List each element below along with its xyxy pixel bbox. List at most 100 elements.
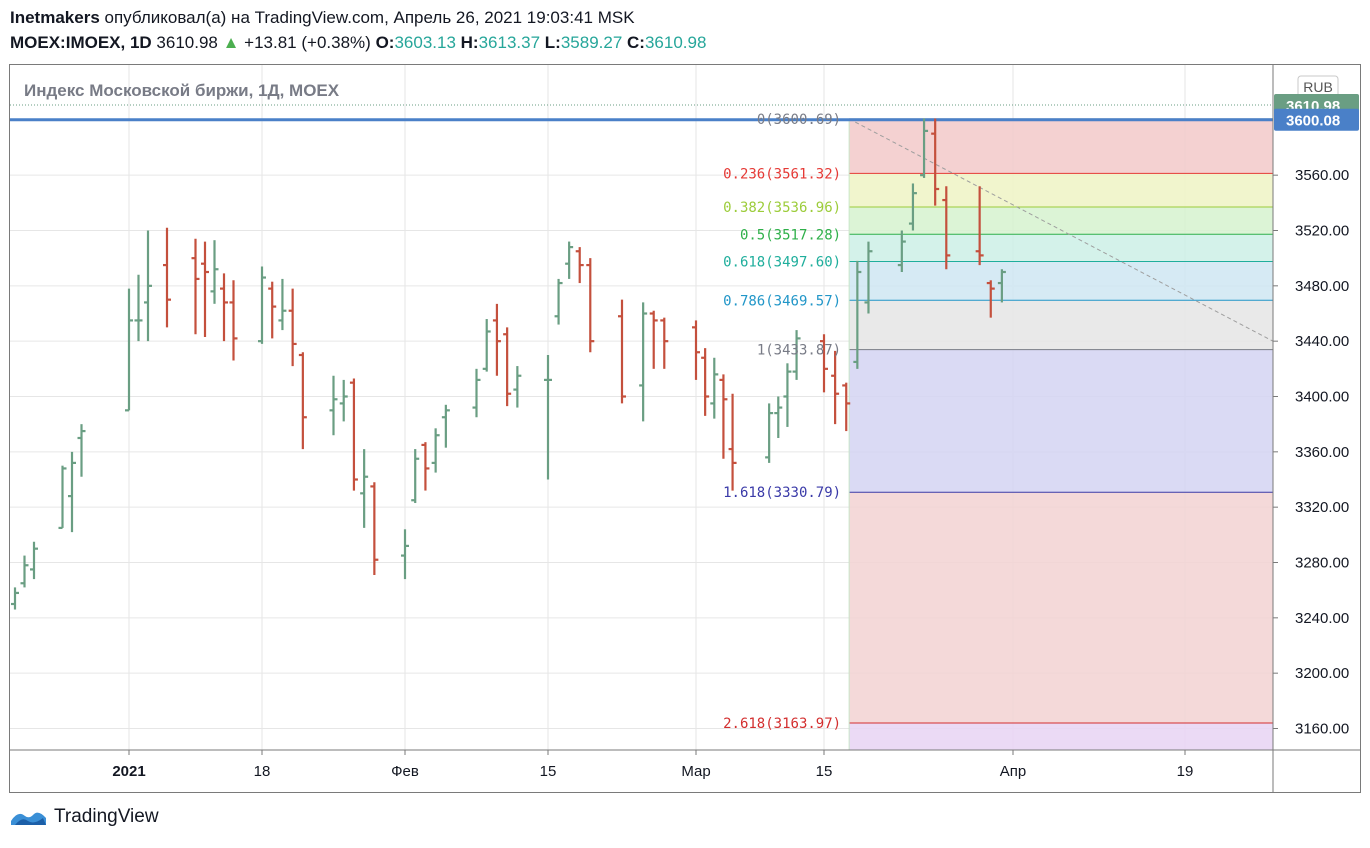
low-value: 3589.27 [560,33,623,52]
ohlc-bar-2021-03-22 [897,230,906,272]
x-tick-label-1: 18 [254,763,271,780]
triangle-up-icon: ▲ [222,33,240,52]
ohlc-bar-2021-03-25 [931,118,940,206]
ohlc-bar-2021-02-01 [401,529,409,580]
currency-badge: RUB [1297,75,1339,99]
ohlc-bar-2021-03-16 [831,350,840,425]
ohlc-bar-2020-12-28 [58,465,67,530]
x-tick-label-2: Фев [391,763,419,780]
ohlc-bar-2021-03-09 [765,403,774,463]
fib-zone-4 [849,261,1273,301]
fib-zone-3 [849,234,1273,262]
fib-zone-6 [849,349,1273,493]
high-value: 3613.37 [478,33,541,52]
chart-title: Индекс Московской биржи, 1Д, MOEX [24,81,340,100]
ohlc-bar-2021-01-14 [220,273,228,342]
ohlc-bar-2021-01-04 [125,288,133,412]
y-tick-label-0: 3160.00 [1295,721,1349,738]
ohlc-bar-2021-03-30 [986,280,995,318]
ohlc-bar-2021-03-02 [701,348,710,416]
price-axis-badge-bg [1274,108,1359,131]
ohlc-bar-2021-01-13 [210,240,219,304]
close-value: 3610.98 [644,33,707,52]
x-tick-label-0: 2021 [112,763,145,780]
ohlc-bar-2021-03-03 [710,357,719,419]
fib-label-8: 2.618(3163.97) [723,716,841,732]
ohlc-bar-2021-02-08 [472,368,481,418]
ohlc-bar-2021-03-24 [920,118,929,178]
ohlc-bar-2021-02-22 [618,299,626,404]
ohlc-bar-2021-01-25 [329,375,338,436]
ohlc-bar-2021-02-10 [492,303,501,376]
close-label: C: [627,33,645,52]
footer: TradingView [10,806,159,828]
fib-zone-5 [849,300,1273,350]
currency-label: RUB [1303,79,1333,95]
trend-line [848,118,1274,342]
ohlc-chart[interactable]: 0(3600.69) 0.236(3561.32) 0.382(3536.96) 0.… [10,65,1360,792]
ohlc-bar-2021-02-11 [503,327,512,407]
ohlc-bar-2021-01-28 [360,449,369,528]
ohlc-bar-2021-02-05 [441,404,450,448]
author-name[interactable]: Inetmakers [10,8,100,27]
ohlc-bar-2020-12-25 [30,541,38,580]
ohlc-bar-2021-02-25 [649,310,658,369]
price-axis-badge-text: 3600.08 [1286,113,1340,130]
ohlc-bar-2021-03-17 [842,382,851,432]
ohlc-bar-2020-12-30 [77,424,86,477]
ohlc-bar-2021-01-18 [258,266,266,344]
ohlc-bar-2021-03-26 [942,186,951,270]
ohlc-bar-2021-01-12 [201,241,209,338]
price-change: +13.81 (+0.38%) [244,33,371,52]
x-tick-label-7: 19 [1177,763,1194,780]
fib-label-1: 0.236(3561.32) [723,166,841,182]
ohlc-bar-2021-03-10 [774,396,783,438]
ohlc-bar-2021-02-09 [482,319,491,372]
fib-label-4: 0.618(3497.60) [723,254,841,270]
fib-label-7: 1.618(3330.79) [723,485,841,501]
ohlc-bar-2021-01-20 [278,278,287,331]
ohlc-bar-2021-02-16 [554,278,563,325]
ohlc-bar-2021-03-12 [792,330,801,380]
ohlc-bar-2021-02-18 [575,247,584,284]
low-label: L: [544,33,561,52]
fib-zone-7 [849,492,1273,724]
ohlc-bar-2021-02-04 [431,428,440,473]
x-tick-label-5: 15 [816,763,833,780]
last-price: 3610.98 [156,33,218,52]
fib-zone-0 [849,118,1273,174]
ohlc-bar-2021-03-15 [820,334,828,393]
x-tick-label-3: 15 [540,763,557,780]
y-tick-label-3: 3280.00 [1295,555,1349,572]
ohlc-bar-2020-12-29 [68,451,76,533]
ohlc-bar-2021-02-24 [639,302,648,422]
fib-zone-8 [849,723,1273,750]
fib-label-5: 0.786(3469.57) [723,293,841,309]
ohlc-bar-2021-02-17 [565,241,574,279]
ohlc-bar-2021-01-08 [163,227,171,328]
y-tick-label-5: 3360.00 [1295,444,1349,461]
ohlc-bar-2021-03-05 [728,393,737,491]
y-tick-label-10: 3560.00 [1295,167,1349,184]
open-value: 3603.13 [394,33,456,52]
fib-label-2: 0.382(3536.96) [723,200,841,216]
footer-brand[interactable]: TradingView [54,806,159,827]
published-text: опубликовал(а) на TradingView.com, Апрел… [104,8,635,27]
ohlc-bar-2021-02-02 [411,449,420,504]
symbol-name[interactable]: MOEX:IMOEX, 1D [10,33,152,52]
y-tick-label-7: 3440.00 [1295,333,1349,350]
ohlc-bar-2021-03-11 [783,363,792,427]
ohlc-bar-2021-01-11 [191,238,200,335]
fib-label-6: 1(3433.87) [757,343,841,359]
ohlc-bar-2021-01-19 [268,281,277,339]
ohlc-bar-2021-02-15 [544,355,552,480]
fib-label-3: 0.5(3517.28) [740,227,841,243]
x-tick-label-4: Мар [681,763,710,780]
ohlc-bar-2021-02-19 [586,258,595,353]
ohlc-bar-2021-01-22 [298,352,307,450]
ohlc-bar-2021-02-12 [513,366,522,408]
y-tick-label-1: 3200.00 [1295,665,1349,682]
ohlc-bar-2020-12-24 [20,555,29,588]
chart-frame[interactable]: 0(3600.69) 0.236(3561.32) 0.382(3536.96) 0.… [9,64,1361,793]
tradingview-logo-icon[interactable] [10,806,48,828]
